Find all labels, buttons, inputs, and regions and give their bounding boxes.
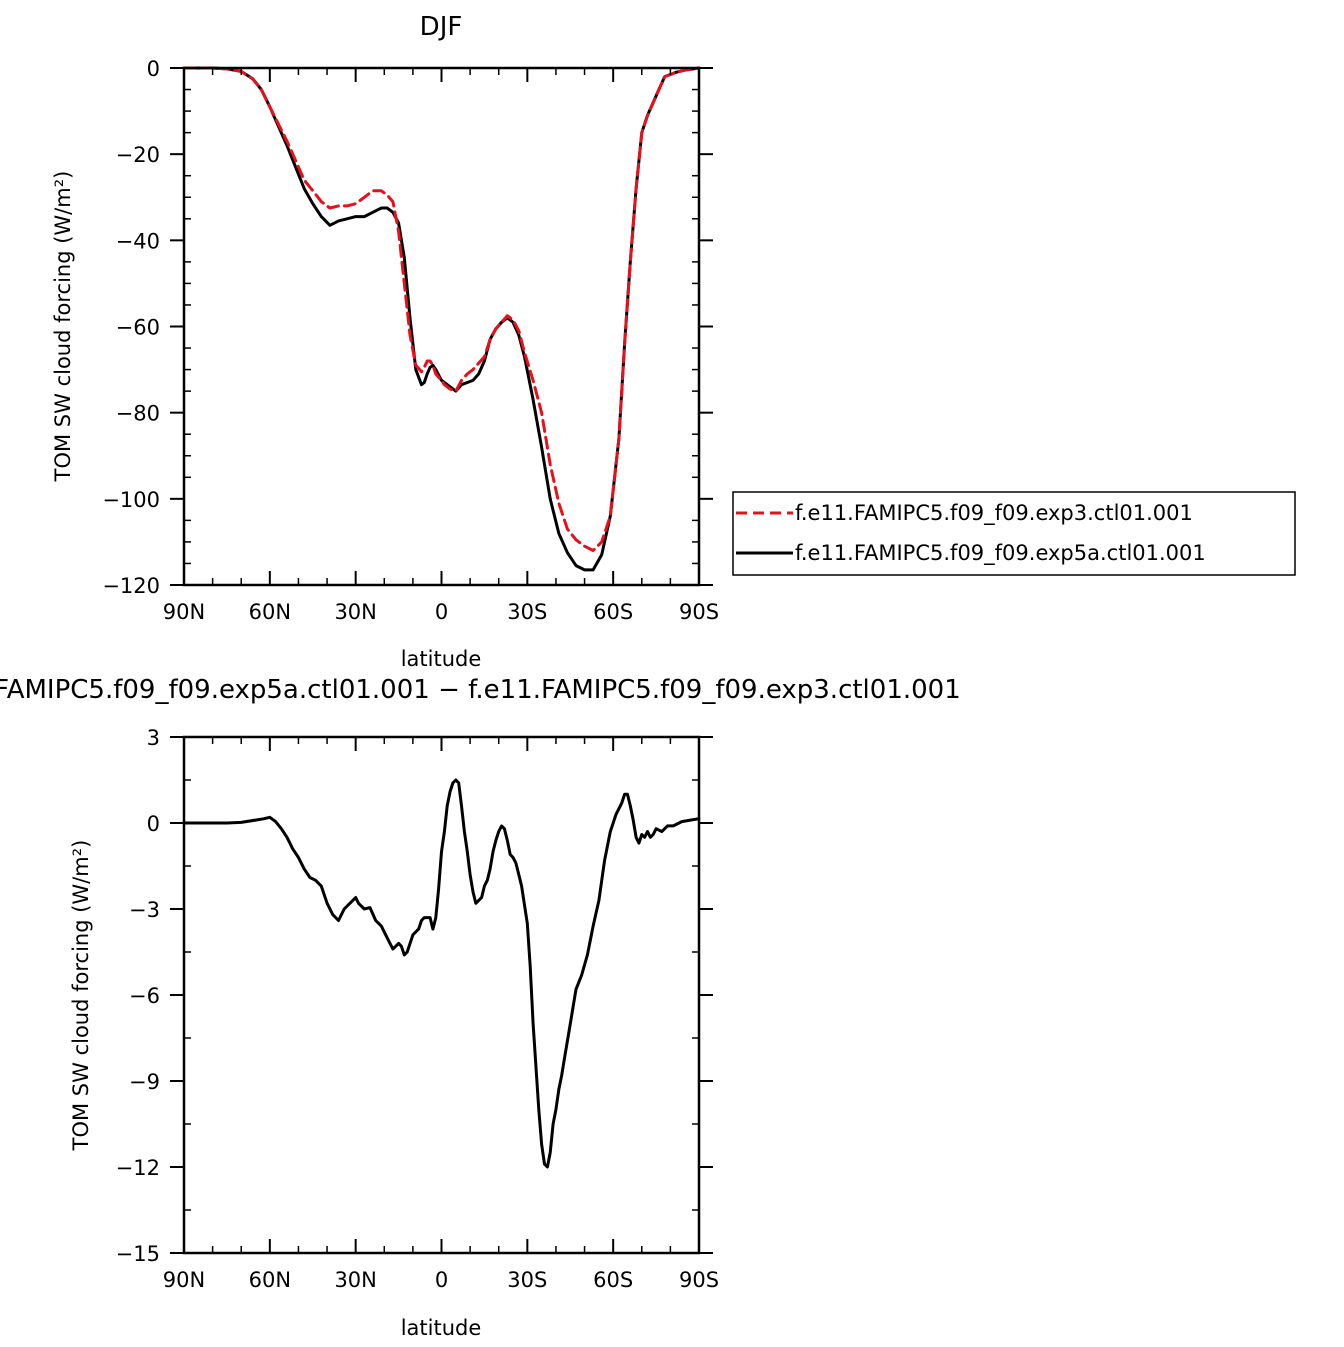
top-y-tick-label: −40 [116, 229, 160, 253]
top-y-tick-label: 0 [147, 57, 160, 81]
bottom-chart-title: f.e11.FAMIPC5.f09_f09.exp5a.ctl01.001 − … [0, 675, 961, 705]
legend-label-exp3: f.e11.FAMIPC5.f09_f09.exp3.ctl01.001 [795, 501, 1193, 526]
top-y-tick-label: −80 [116, 402, 160, 426]
top-x-axis-label: latitude [401, 647, 482, 671]
bottom-x-axis-label: latitude [401, 1316, 482, 1340]
bottom-y-tick-label: −12 [116, 1156, 160, 1180]
top-y-axis-label: TOM SW cloud forcing (W/m²) [51, 171, 75, 483]
bottom-panel: f.e11.FAMIPC5.f09_f09.exp5a.ctl01.001 − … [0, 675, 961, 1340]
bottom-y-tick-label: −3 [129, 898, 160, 922]
top-chart-title: DJF [420, 12, 463, 42]
bottom-x-tick-label: 60N [249, 1268, 291, 1292]
top-x-tick-label: 0 [435, 600, 448, 624]
top-x-tick-label: 30S [507, 600, 547, 624]
top-series-line-1 [182, 66, 701, 572]
top-tick-group: 90N 60N 30N 0 30S 60S 90S 0 −20 −40 −60 −80 −100 −120 [102, 57, 719, 624]
bottom-y-tick-label: −6 [129, 984, 160, 1008]
top-y-tick-label: −120 [102, 574, 160, 598]
bottom-y-tick-label: −9 [129, 1070, 160, 1094]
top-y-tick-label: −100 [102, 488, 160, 512]
top-panel: DJF 90N 60N 30N 0 30S 60S 90S 0 −20 −40 −60 −80 −100… [51, 12, 1296, 671]
top-y-tick-label: −60 [116, 316, 160, 340]
legend-label-exp5a: f.e11.FAMIPC5.f09_f09.exp5a.ctl01.001 [795, 541, 1206, 566]
bottom-y-tick-label: 0 [147, 812, 160, 836]
bottom-series-line-0 [182, 778, 701, 1169]
bottom-plot-frame [182, 735, 701, 1255]
bottom-series-group [182, 778, 701, 1169]
bottom-y-tick-label: −15 [116, 1242, 160, 1266]
bottom-x-tick-label: 60S [593, 1268, 633, 1292]
bottom-x-tick-label: 0 [435, 1268, 448, 1292]
top-x-tick-label: 30N [334, 600, 376, 624]
bottom-y-tick-label: 3 [147, 726, 160, 750]
top-x-tick-label: 90S [679, 600, 719, 624]
top-series-line-0 [182, 66, 701, 552]
top-x-tick-label: 90N [163, 600, 205, 624]
top-y-tick-label: −20 [116, 143, 160, 167]
bottom-tick-group: 90N 60N 30N 0 30S 60S 90S 3 0 −3 −6 −9 −12 −15 [116, 726, 719, 1292]
bottom-x-tick-label: 30N [334, 1268, 376, 1292]
bottom-x-tick-label: 90S [679, 1268, 719, 1292]
top-x-tick-label: 60S [593, 600, 633, 624]
top-series-group [182, 66, 701, 572]
bottom-y-axis-label: TOM SW cloud forcing (W/m²) [69, 840, 93, 1152]
top-x-tick-label: 60N [249, 600, 291, 624]
bottom-x-tick-label: 90N [163, 1268, 205, 1292]
legend: f.e11.FAMIPC5.f09_f09.exp3.ctl01.001 f.e… [732, 491, 1296, 576]
bottom-x-tick-label: 30S [507, 1268, 547, 1292]
legend-box [732, 491, 1296, 576]
top-plot-frame [182, 66, 701, 587]
